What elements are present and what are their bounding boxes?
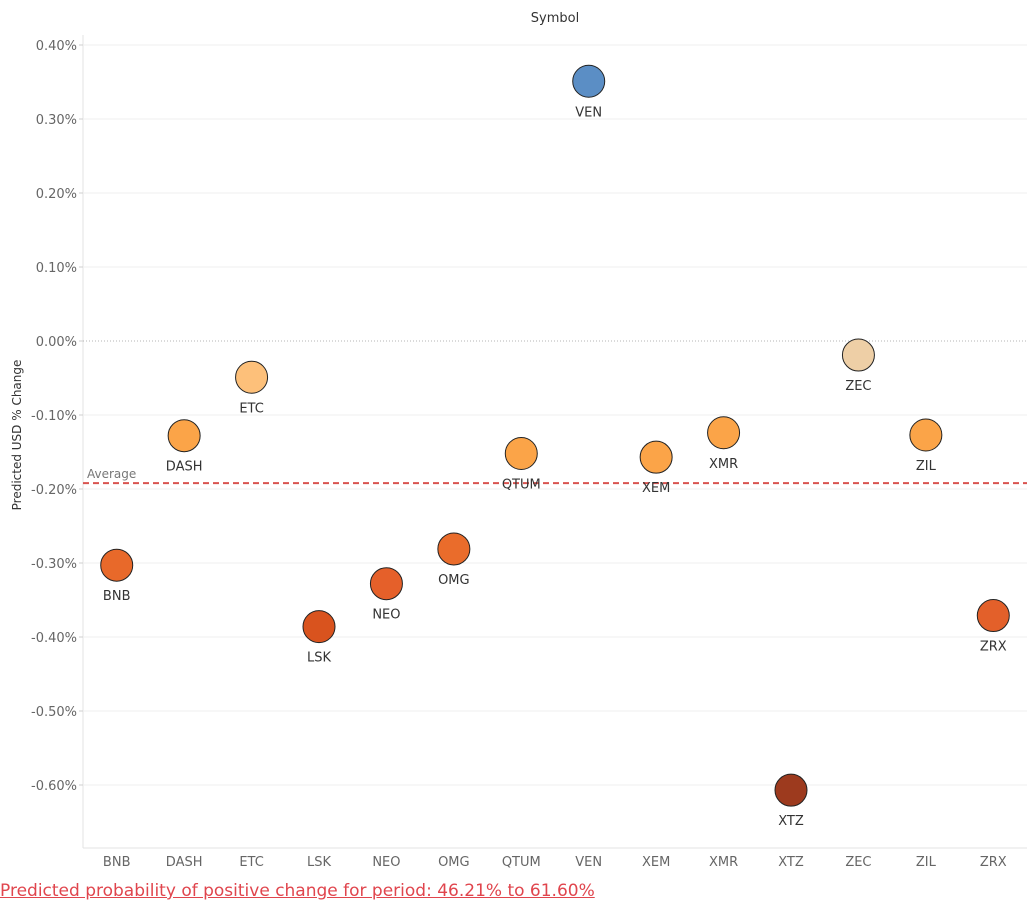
data-point-label: VEN [575, 105, 602, 120]
data-point-neo[interactable] [369, 567, 403, 601]
data-point-bnb[interactable] [100, 548, 134, 582]
scatter-chart: 0.40% 0.30% 0.20% 0.10% 0.00% -0.10% -0.20% -0.… [10, 11, 1027, 870]
x-tick-label: ZEC [845, 855, 871, 870]
probability-footer-link[interactable]: Predicted probability of positive change… [0, 881, 595, 901]
data-point-omg[interactable] [437, 532, 471, 566]
x-tick-label: OMG [438, 855, 470, 870]
x-axis: BNB DASH ETC LSK NEO OMG QTUM VEN XEM XMR XTZ ZEC ZI… [103, 855, 1007, 870]
y-tick-label: -0.30% [31, 557, 77, 572]
y-tick-label: 0.00% [36, 335, 77, 350]
grid-lines [82, 35, 1027, 849]
data-point-label: ZRX [980, 640, 1007, 655]
x-tick-label: NEO [372, 855, 400, 870]
x-tick-label: XEM [642, 855, 670, 870]
average-line-label: Average [87, 467, 136, 481]
x-tick-label: ZIL [916, 855, 937, 870]
data-point-label: ZIL [916, 459, 937, 474]
data-point-xmr[interactable] [707, 416, 741, 450]
x-tick-label: VEN [575, 855, 602, 870]
y-axis-label: Predicted USD % Change [10, 360, 24, 511]
data-point-qtum[interactable] [504, 436, 538, 470]
data-point-xtz[interactable] [774, 773, 808, 807]
average-reference-line: Average [83, 467, 1027, 485]
x-tick-label: DASH [166, 855, 203, 870]
y-tick-label: 0.30% [36, 113, 77, 128]
data-point-label: DASH [166, 460, 203, 475]
data-points: BNB DASH ETC LSK NEO OMG QTUM VEN XEM XMR XTZ ZEC ZI… [100, 64, 1010, 829]
y-tick-label: 0.20% [36, 187, 77, 202]
data-point-label: NEO [372, 608, 400, 623]
y-tick-label: 0.10% [36, 261, 77, 276]
chart-title: Symbol [531, 11, 579, 26]
data-point-label: XMR [709, 457, 738, 472]
data-point-label: QTUM [502, 477, 541, 492]
x-tick-label: ETC [239, 855, 263, 870]
data-point-label: LSK [307, 651, 331, 666]
y-tick-label: -0.40% [31, 631, 77, 646]
x-tick-label: BNB [103, 855, 131, 870]
data-point-label: XEM [642, 481, 670, 496]
x-tick-label: ZRX [980, 855, 1007, 870]
data-point-dash[interactable] [167, 419, 201, 453]
data-point-etc[interactable] [235, 360, 269, 394]
data-point-zec[interactable] [841, 338, 875, 372]
data-point-label: ZEC [845, 379, 871, 394]
data-point-label: ETC [239, 401, 263, 416]
x-tick-label: LSK [307, 855, 331, 870]
y-tick-label: -0.20% [31, 483, 77, 498]
data-point-label: XTZ [778, 814, 804, 829]
y-tick-label: -0.60% [31, 779, 77, 794]
data-point-zil[interactable] [909, 418, 943, 452]
data-point-zrx[interactable] [976, 599, 1010, 633]
y-tick-label: -0.50% [31, 705, 77, 720]
x-tick-label: XTZ [778, 855, 804, 870]
data-point-ven[interactable] [572, 64, 606, 98]
y-tick-label: -0.10% [31, 409, 77, 424]
y-axis: 0.40% 0.30% 0.20% 0.10% 0.00% -0.10% -0.20% -0.… [31, 39, 83, 794]
data-point-xem[interactable] [639, 440, 673, 474]
x-tick-label: XMR [709, 855, 738, 870]
x-tick-label: QTUM [502, 855, 541, 870]
y-tick-label: 0.40% [36, 39, 77, 54]
data-point-label: BNB [103, 589, 131, 604]
data-point-label: OMG [438, 573, 470, 588]
data-point-lsk[interactable] [302, 610, 336, 644]
